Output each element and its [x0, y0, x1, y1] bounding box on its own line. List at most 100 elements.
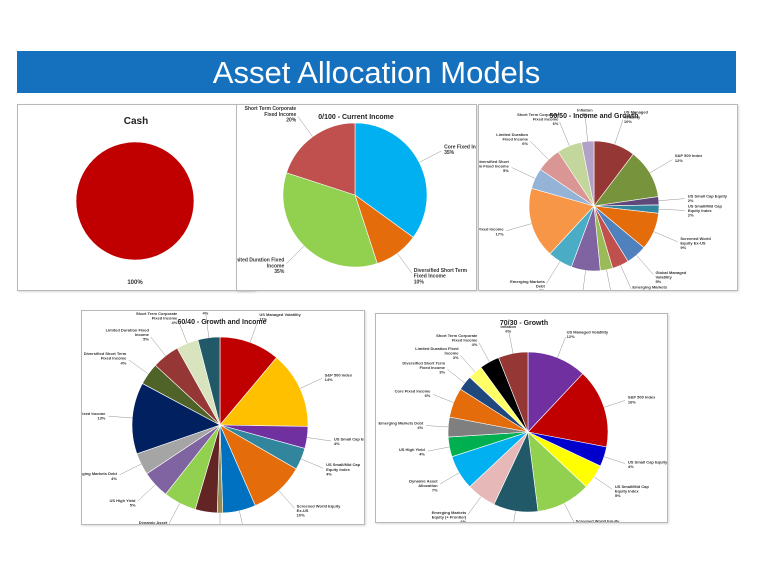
chart-title: Cash [124, 116, 148, 127]
leader-line [278, 490, 295, 509]
leader-line [636, 255, 654, 275]
leader-line [205, 313, 210, 338]
slice-label: Inflation 3% [577, 108, 593, 118]
leader-line [530, 140, 549, 160]
slice-label: Screened World Equity Ex-US 10% [297, 504, 341, 518]
leader-line [137, 484, 156, 502]
leader-line [178, 320, 188, 344]
slice-label: S&P 500 Index 14% [325, 372, 353, 382]
slice-label: Global Managed Volatility 5% [655, 270, 686, 284]
slice-label: Emerging MarketsDebt6% [510, 279, 545, 290]
slice-label: S&P 500 Index 16% [628, 395, 656, 405]
leader-line [150, 336, 166, 356]
leader-line [594, 476, 613, 490]
leader-line [286, 245, 305, 264]
slice-label: US High Yield 5% [110, 498, 137, 508]
slice-label: Short Term Corporate Fixed Income 6% [517, 112, 559, 126]
leader-line [658, 208, 685, 211]
leader-line [478, 342, 490, 362]
chart-growth-svg: 70/30 - Growth US Managed Volatility 12% S… [379, 320, 667, 522]
leader-line [419, 150, 442, 163]
pie-slice [527, 351, 584, 433]
leader-line [604, 456, 626, 464]
leader-line [301, 458, 324, 469]
chart-cash-svg: Cash 100% [75, 116, 195, 286]
leader-line [239, 510, 243, 524]
chart-growth: 70/30 - Growth US Managed Volatility 12% S… [375, 313, 668, 523]
slice-label: US Small/Mid Cap Equity Index 2% [688, 203, 723, 217]
pie-slice [286, 122, 356, 196]
leader-line [559, 121, 570, 146]
chart-income: 0/100 - Current Income Core Fixed Income… [236, 104, 477, 291]
leader-line [546, 261, 561, 284]
slice-label: Inflation4% [198, 311, 214, 316]
chart-income-growth-svg: 50/50 - Income and Growth US Managed Vola… [479, 108, 728, 290]
slice-label: US Small Cap Equity 2% [688, 194, 728, 204]
leader-line [658, 198, 685, 201]
title-banner: Asset Allocation Models [17, 51, 736, 93]
slice-label: Limited Duration Fixed Income 3% [415, 346, 459, 360]
chart-cash: Cash 100% [17, 104, 255, 291]
slice-label: US Managed Volatility 12% [567, 329, 609, 339]
chart-title: 0/100 - Current Income [318, 114, 394, 121]
pie-slice [282, 172, 378, 268]
leader-line [508, 331, 514, 354]
leader-line [299, 378, 322, 389]
pie-slice [528, 187, 595, 255]
slice-label: Short Term Corporate Fixed Income 4% [136, 311, 178, 325]
leader-line [511, 167, 536, 179]
leader-line [433, 394, 454, 403]
leader-line [653, 231, 678, 243]
chart-title: 60/40 - Growth and Income [177, 319, 266, 326]
slice-label: Dynamic Asset Allocation 7% [409, 478, 438, 492]
leader-line [426, 425, 449, 428]
chart-income-growth: 50/50 - Income and Growth US Managed Vola… [478, 104, 738, 291]
chart-income-svg: 0/100 - Current Income Core Fixed Income… [237, 106, 476, 286]
slice-label: US Managed Volatility 10% [624, 110, 649, 124]
leader-line [513, 510, 516, 522]
slice-label: Limited Duration Fixed Income 6% [496, 132, 529, 146]
slice-label: Screened World Equity Ex-US 9% [680, 236, 711, 250]
leader-line [397, 253, 413, 274]
slice-label: Core Fixed Income 6% [395, 388, 432, 398]
leader-line [584, 115, 588, 142]
leader-line [297, 116, 313, 137]
leader-line [119, 463, 142, 475]
slice-label: US High Yield 4% [399, 447, 426, 457]
leader-line [467, 496, 482, 515]
chart-growth-income: 60/40 - Growth and Income US Managed Vol… [81, 310, 365, 525]
leader-line [582, 270, 586, 290]
slice-label: 100% [127, 280, 143, 286]
leader-line [649, 159, 673, 174]
leader-line [460, 355, 476, 373]
slice-label: Diversified Short Term Fixed Income 4% [84, 351, 127, 365]
leader-line [506, 223, 532, 231]
leader-line [427, 446, 450, 452]
leader-line [614, 119, 624, 145]
slice-label: Emerging Markets Equity (+ Frontier) 6% [432, 510, 467, 522]
leader-line [307, 437, 331, 442]
leader-line [557, 337, 566, 358]
slice-label: US Small/Mid Cap Equity Index 4% [326, 462, 361, 476]
slice-label: Short Term Corporate Fixed Income 4% [436, 333, 478, 347]
leader-line [606, 269, 611, 290]
slice-label: Diversified Short Term Fixed Income 10% [414, 268, 468, 286]
chart-title: 50/50 - Income and Growth [549, 113, 638, 120]
slice-label: Limited Duration Fixed Income 5% [106, 327, 150, 341]
leader-line [440, 472, 460, 485]
leader-line [564, 503, 575, 522]
slice-label: US Small/Mid Cap Equity Index 5% [615, 484, 650, 498]
leader-line [108, 415, 133, 419]
leader-line [604, 400, 626, 408]
leader-line [128, 359, 149, 375]
